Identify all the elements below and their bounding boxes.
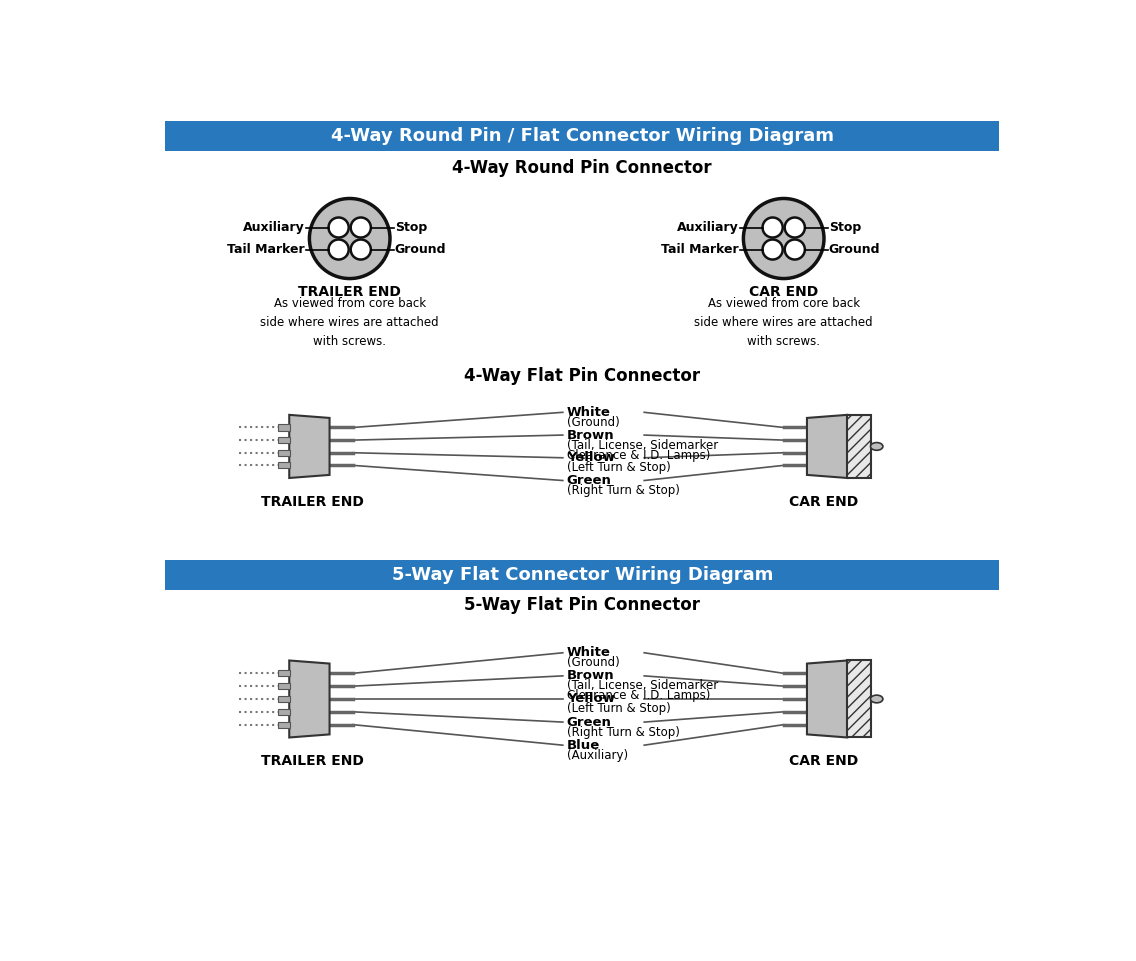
Text: Green: Green	[567, 716, 611, 728]
Text: Ground: Ground	[394, 243, 446, 256]
Bar	[847, 660, 870, 737]
Text: (Left Turn & Stop): (Left Turn & Stop)	[567, 461, 670, 475]
Text: Clearance & I.D. Lamps): Clearance & I.D. Lamps)	[567, 449, 710, 461]
Polygon shape	[807, 415, 847, 478]
Ellipse shape	[328, 217, 349, 237]
Text: Green: Green	[567, 474, 611, 487]
Text: (Ground): (Ground)	[567, 656, 619, 669]
Text: (Right Turn & Stop): (Right Turn & Stop)	[567, 726, 679, 739]
Text: 4-Way Flat Pin Connector: 4-Way Flat Pin Connector	[465, 366, 700, 384]
Bar	[277, 670, 290, 677]
Text: TRAILER END: TRAILER END	[261, 495, 364, 509]
Polygon shape	[290, 415, 329, 478]
Ellipse shape	[762, 239, 783, 259]
Polygon shape	[290, 660, 329, 737]
Text: (Ground): (Ground)	[567, 416, 619, 429]
Text: Stop: Stop	[828, 221, 861, 234]
Bar	[277, 437, 290, 443]
Text: CAR END: CAR END	[790, 495, 859, 509]
Text: 5-Way Flat Pin Connector: 5-Way Flat Pin Connector	[465, 596, 700, 614]
Ellipse shape	[870, 695, 883, 702]
Ellipse shape	[785, 217, 805, 237]
Text: CAR END: CAR END	[790, 754, 859, 769]
Bar	[277, 425, 290, 431]
Text: Clearance & I.D. Lamps): Clearance & I.D. Lamps)	[567, 689, 710, 702]
Text: Yellow: Yellow	[567, 452, 615, 464]
Text: Tail Marker: Tail Marker	[661, 243, 738, 256]
Bar	[847, 415, 870, 478]
Text: Auxiliary: Auxiliary	[677, 221, 738, 234]
Bar	[165, 560, 1000, 590]
Text: (Left Turn & Stop): (Left Turn & Stop)	[567, 702, 670, 716]
Text: 5-Way Flat Connector Wiring Diagram: 5-Way Flat Connector Wiring Diagram	[392, 566, 772, 584]
Ellipse shape	[351, 239, 370, 259]
Text: (Tail, License, Sidemarker: (Tail, License, Sidemarker	[567, 679, 718, 692]
Text: (Right Turn & Stop): (Right Turn & Stop)	[567, 484, 679, 497]
Ellipse shape	[870, 443, 883, 451]
Ellipse shape	[743, 199, 824, 279]
Bar	[277, 696, 290, 702]
Ellipse shape	[762, 217, 783, 237]
Bar	[277, 683, 290, 689]
Text: 4-Way Round Pin / Flat Connector Wiring Diagram: 4-Way Round Pin / Flat Connector Wiring …	[331, 127, 834, 145]
Text: Brown: Brown	[567, 429, 615, 441]
Text: Yellow: Yellow	[567, 693, 615, 705]
Text: Tail Marker: Tail Marker	[227, 243, 304, 256]
Text: Auxiliary: Auxiliary	[243, 221, 304, 234]
Text: CAR END: CAR END	[749, 284, 818, 299]
Bar	[277, 450, 290, 456]
Text: Stop: Stop	[394, 221, 427, 234]
Text: As viewed from core back
side where wires are attached
with screws.: As viewed from core back side where wire…	[694, 297, 872, 348]
Ellipse shape	[785, 239, 805, 259]
Bar	[277, 722, 290, 727]
Text: (Auxiliary): (Auxiliary)	[567, 749, 628, 762]
Text: Blue: Blue	[567, 739, 600, 752]
Ellipse shape	[328, 239, 349, 259]
Bar	[277, 462, 290, 468]
Polygon shape	[807, 660, 847, 737]
Text: As viewed from core back
side where wires are attached
with screws.: As viewed from core back side where wire…	[260, 297, 438, 348]
Text: TRAILER END: TRAILER END	[299, 284, 401, 299]
Text: White: White	[567, 406, 610, 419]
Ellipse shape	[309, 199, 390, 279]
Ellipse shape	[351, 217, 370, 237]
Bar	[277, 708, 290, 715]
Text: Ground: Ground	[828, 243, 880, 256]
Text: Brown: Brown	[567, 670, 615, 682]
Text: TRAILER END: TRAILER END	[261, 754, 364, 769]
Text: White: White	[567, 647, 610, 659]
Bar	[165, 121, 1000, 151]
Text: (Tail, License, Sidemarker: (Tail, License, Sidemarker	[567, 438, 718, 452]
Text: 4-Way Round Pin Connector: 4-Way Round Pin Connector	[452, 159, 712, 177]
